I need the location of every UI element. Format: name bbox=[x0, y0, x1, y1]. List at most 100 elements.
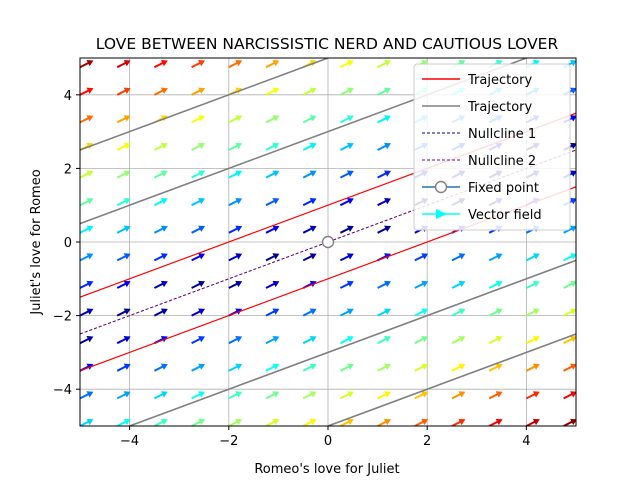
vector-arrow bbox=[377, 363, 392, 372]
vector-arrow bbox=[228, 280, 243, 289]
legend: Trajectory Trajectory Nullcline 1 Nullcline… bbox=[413, 63, 571, 231]
vector-arrow bbox=[228, 225, 243, 234]
y-tick-label: −2 bbox=[53, 310, 72, 325]
vector-arrow bbox=[153, 253, 168, 262]
vector-arrow bbox=[377, 280, 392, 289]
vector-arrow bbox=[191, 87, 206, 96]
vector-arrow bbox=[339, 253, 354, 262]
vector-arrow bbox=[80, 336, 94, 345]
vector-arrow bbox=[116, 115, 131, 124]
vector-arrow bbox=[80, 418, 94, 426]
vector-arrow bbox=[191, 115, 206, 124]
legend-box bbox=[413, 63, 571, 231]
vector-arrow bbox=[414, 418, 429, 426]
vector-arrow bbox=[153, 60, 168, 69]
vector-arrow bbox=[377, 115, 392, 124]
y-tick-label: −4 bbox=[53, 383, 72, 398]
vector-arrow bbox=[191, 418, 206, 426]
vector-arrow bbox=[116, 280, 131, 289]
vector-arrow bbox=[525, 363, 540, 372]
vector-arrow bbox=[339, 198, 354, 207]
vector-arrow bbox=[488, 308, 503, 317]
vector-arrow bbox=[563, 336, 576, 345]
vector-arrow bbox=[339, 363, 354, 372]
legend-item-nullcline-1: Nullcline 1 bbox=[422, 127, 536, 142]
vector-arrow bbox=[228, 391, 243, 400]
legend-label: Trajectory bbox=[467, 100, 532, 115]
vector-arrow bbox=[339, 418, 354, 426]
series-line-trajectory-gray bbox=[327, 333, 576, 426]
vector-arrow bbox=[377, 391, 392, 400]
vector-arrow bbox=[451, 418, 466, 426]
vector-arrow bbox=[265, 115, 280, 124]
vector-arrow bbox=[116, 308, 131, 317]
vector-arrow bbox=[80, 308, 94, 317]
vector-arrow bbox=[191, 308, 206, 317]
vector-arrow bbox=[153, 142, 168, 151]
vector-arrow bbox=[525, 308, 540, 317]
vector-arrow bbox=[265, 308, 280, 317]
legend-item-trajectory-red: Trajectory bbox=[422, 73, 532, 88]
vector-arrow bbox=[116, 336, 131, 345]
vector-arrow bbox=[191, 253, 206, 262]
vector-arrow bbox=[116, 142, 131, 151]
vector-arrow bbox=[414, 391, 429, 400]
vector-arrow bbox=[265, 253, 280, 262]
vector-arrow bbox=[451, 253, 466, 262]
vector-arrow bbox=[302, 115, 317, 124]
plot-frame bbox=[79, 57, 577, 427]
vector-arrow bbox=[414, 363, 429, 372]
vector-arrow bbox=[302, 336, 317, 345]
vector-arrow bbox=[116, 87, 131, 96]
legend-label: Trajectory bbox=[467, 73, 532, 88]
vector-arrow bbox=[377, 418, 392, 426]
vector-arrow bbox=[265, 363, 280, 372]
legend-item-fixed-point: Fixed point bbox=[422, 180, 539, 196]
vector-arrow bbox=[339, 115, 354, 124]
vector-arrow bbox=[116, 60, 131, 69]
vector-arrow bbox=[414, 308, 429, 317]
vector-arrow bbox=[339, 391, 354, 400]
vector-arrow bbox=[377, 336, 392, 345]
vector-arrow bbox=[525, 280, 540, 289]
vector-arrow bbox=[153, 418, 168, 426]
vector-arrow bbox=[228, 363, 243, 372]
vector-arrow bbox=[339, 170, 354, 179]
vector-arrow bbox=[191, 170, 206, 179]
vector-arrow bbox=[265, 60, 280, 69]
vector-arrow bbox=[191, 60, 206, 69]
vector-arrow bbox=[228, 336, 243, 345]
vector-arrow bbox=[80, 115, 94, 124]
vector-arrow bbox=[228, 115, 243, 124]
x-axis-label: Romeo's love for Juliet bbox=[254, 462, 399, 477]
vector-arrow bbox=[265, 280, 280, 289]
vector-arrow bbox=[339, 280, 354, 289]
vector-arrow bbox=[228, 170, 243, 179]
vector-arrow bbox=[153, 87, 168, 96]
vector-arrow bbox=[525, 391, 540, 400]
series-line-trajectory-gray bbox=[127, 259, 576, 426]
y-ticks: −4 −2 0 2 4 bbox=[53, 89, 80, 398]
vector-arrow bbox=[80, 198, 94, 207]
vector-arrow bbox=[191, 280, 206, 289]
vector-arrow bbox=[377, 170, 392, 179]
vector-arrow bbox=[377, 60, 392, 69]
series-line-trajectory-gray bbox=[80, 58, 329, 151]
vector-arrow bbox=[302, 391, 317, 400]
vector-arrow bbox=[191, 363, 206, 372]
vector-arrow bbox=[302, 363, 317, 372]
y-tick-label: 4 bbox=[64, 89, 72, 104]
vector-arrow bbox=[377, 142, 392, 151]
vector-arrow bbox=[80, 280, 94, 289]
vector-arrow bbox=[116, 363, 131, 372]
y-tick-label: 0 bbox=[64, 236, 72, 251]
vector-arrow bbox=[451, 391, 466, 400]
vector-arrow bbox=[116, 391, 131, 400]
legend-item-vector-field: Vector field bbox=[422, 208, 542, 223]
vector-arrow bbox=[116, 418, 131, 426]
x-tick-label: 4 bbox=[522, 434, 530, 449]
vector-arrow bbox=[339, 87, 354, 96]
vector-arrow bbox=[265, 418, 280, 426]
vector-arrow bbox=[525, 418, 540, 426]
